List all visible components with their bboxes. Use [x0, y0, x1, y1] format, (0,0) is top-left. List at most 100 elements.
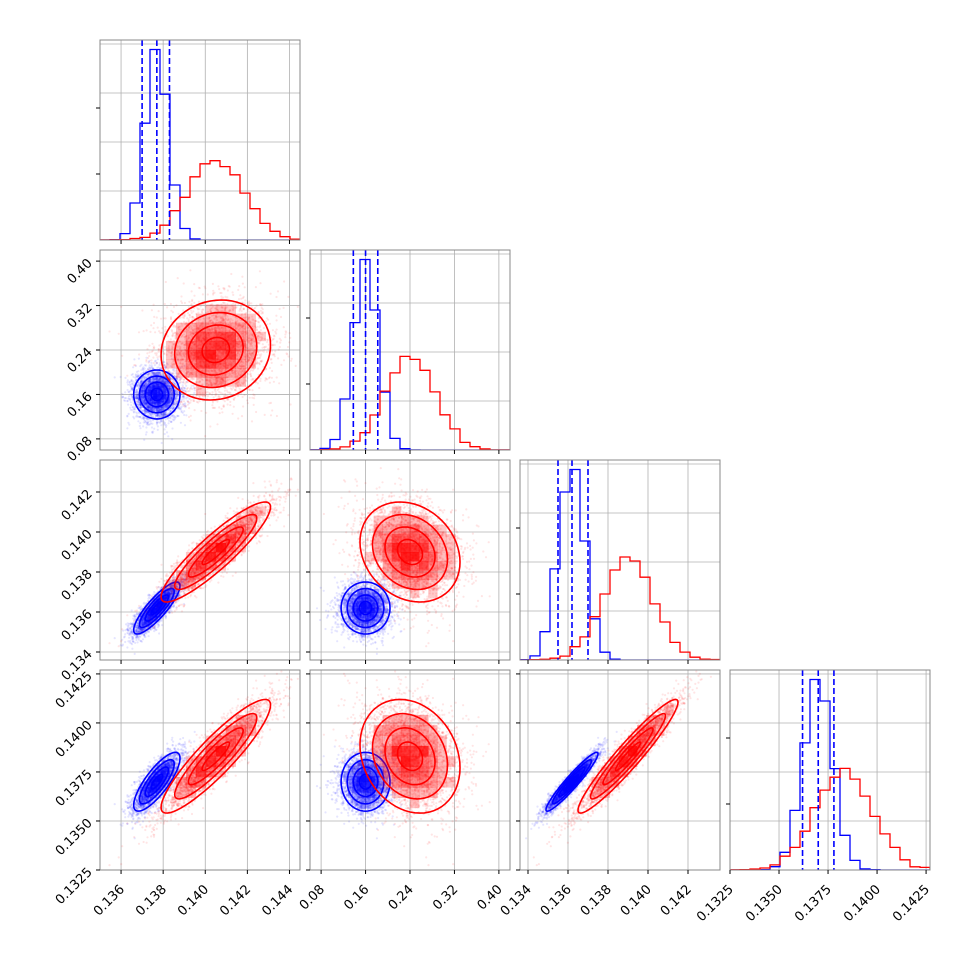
scatter-point: [174, 388, 177, 391]
scatter-point: [168, 387, 171, 390]
scatter-point: [135, 397, 138, 400]
scatter-point: [284, 333, 287, 336]
scatter-point: [174, 396, 177, 399]
scatter-point: [237, 417, 240, 420]
scatter-point: [265, 368, 268, 371]
scatter-point: [141, 399, 145, 402]
scatter-point: [275, 340, 279, 343]
scatter-point: [153, 427, 156, 430]
scatter-point: [156, 361, 159, 364]
scatter-point: [166, 417, 169, 420]
scatter-point: [140, 389, 143, 392]
scatter-point: [126, 374, 129, 377]
scatter-point: [160, 407, 163, 410]
scatter-point: [165, 404, 168, 407]
scatter-point: [132, 401, 135, 405]
scatter-point: [169, 395, 172, 398]
scatter-point: [151, 406, 154, 409]
scatter-point: [132, 375, 135, 378]
scatter-point: [145, 417, 148, 420]
scatter-point: [150, 407, 153, 410]
scatter-point: [165, 390, 168, 393]
scatter-point: [185, 380, 188, 383]
scatter-point: [149, 413, 152, 416]
scatter-point: [141, 389, 145, 392]
scatter-point: [143, 416, 146, 419]
scatter-point: [160, 441, 163, 445]
scatter-point: [278, 337, 281, 340]
scatter-point: [155, 383, 158, 386]
scatter-point: [165, 380, 168, 383]
scatter-point: [168, 407, 171, 410]
scatter-point: [143, 400, 146, 403]
scatter-point: [162, 380, 166, 383]
scatter-point: [158, 409, 161, 412]
scatter-point: [186, 396, 189, 399]
scatter-point: [271, 369, 274, 373]
scatter-point: [165, 381, 168, 384]
scatter-point: [155, 382, 159, 386]
scatter-point: [164, 423, 167, 426]
scatter-point: [164, 382, 167, 385]
scatter-point: [143, 411, 146, 414]
scatter-point: [134, 411, 137, 414]
scatter-point: [278, 307, 281, 310]
scatter-point: [165, 381, 168, 384]
scatter-point: [144, 383, 147, 387]
scatter-point: [137, 405, 140, 408]
scatter-point: [243, 393, 246, 397]
scatter-point: [186, 403, 189, 406]
scatter-point: [172, 403, 175, 406]
scatter-point: [157, 383, 160, 386]
scatter-point: [150, 426, 154, 429]
scatter-point: [131, 409, 134, 412]
scatter-point: [173, 415, 176, 418]
scatter-point: [174, 416, 177, 419]
scatter-point: [141, 409, 145, 412]
scatter-point: [269, 414, 273, 417]
scatter-point: [149, 379, 152, 382]
scatter-point: [169, 399, 172, 402]
scatter-point: [167, 422, 170, 425]
scatter-point: [272, 380, 275, 383]
scatter-point: [128, 381, 131, 384]
scatter-point: [144, 402, 148, 405]
scatter-point: [147, 405, 150, 408]
scatter-point: [156, 377, 159, 381]
scatter-point: [127, 390, 130, 393]
scatter-point: [142, 330, 145, 333]
scatter-point: [144, 386, 147, 389]
scatter-point: [160, 420, 163, 423]
scatter-point: [146, 379, 150, 382]
scatter-point: [162, 399, 165, 402]
scatter-point: [152, 378, 155, 381]
scatter-point: [167, 404, 170, 407]
scatter-point: [241, 275, 244, 278]
scatter-point: [129, 393, 132, 396]
scatter-point: [229, 404, 232, 407]
scatter-point: [148, 351, 151, 354]
scatter-point: [141, 414, 144, 417]
scatter-point: [153, 403, 156, 406]
scatter-point: [262, 326, 265, 330]
scatter-point: [182, 282, 185, 285]
scatter-point: [175, 304, 178, 307]
scatter-point: [158, 380, 162, 383]
scatter-point: [166, 382, 169, 385]
scatter-point: [162, 400, 166, 403]
scatter-point: [152, 379, 155, 382]
scatter-point: [161, 331, 164, 334]
scatter-point: [151, 414, 155, 417]
scatter-point: [172, 407, 175, 410]
scatter-point: [141, 395, 144, 398]
scatter-point: [174, 369, 177, 372]
scatter-point: [145, 403, 148, 407]
scatter-point: [239, 294, 242, 297]
scatter-point: [171, 407, 174, 410]
scatter-point: [129, 401, 132, 404]
scatter-point: [145, 329, 148, 332]
scatter-point: [138, 353, 141, 356]
scatter-point: [175, 376, 178, 379]
scatter-point: [149, 412, 152, 415]
scatter-point: [171, 418, 174, 421]
